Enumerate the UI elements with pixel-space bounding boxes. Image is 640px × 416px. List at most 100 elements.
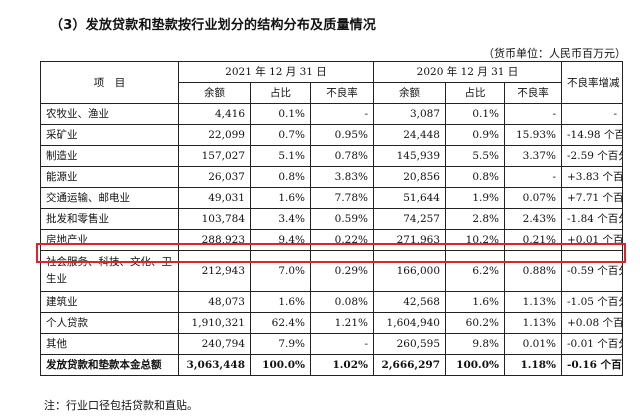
share-2020: 1.9% xyxy=(445,187,505,209)
table-row: 房地产业 288,923 9.4% 0.22% 271,963 10.2% 0.21% +0.… xyxy=(40,229,623,251)
row-label: 个人贷款 xyxy=(40,312,179,334)
row-label: 建筑业 xyxy=(40,291,179,313)
table-row: 农牧业、渔业 4,416 0.1% -3,087 0.1% - - xyxy=(40,103,623,125)
table-row: 批发和零售业 103,784 3.4% 0.59% 74,257 2.8% 2.43% -1.… xyxy=(40,208,623,230)
npl-change: -0.01 个百分点 xyxy=(561,333,623,355)
npl-2020: - xyxy=(504,166,562,188)
npl-change: - xyxy=(561,103,623,125)
npl-2020: - xyxy=(504,103,562,125)
npl-change: -14.98 个百分点 xyxy=(561,124,623,146)
share-2021: 1.6% xyxy=(250,187,311,209)
share-2021: 1.6% xyxy=(250,291,311,313)
npl-2021: 7.78% xyxy=(310,187,374,209)
balance-2021: 103,784 xyxy=(178,208,251,230)
total-row: 发放贷款和垫款本金总额 3,063,448 100.0% 1.02% 2,666,297… xyxy=(40,354,623,376)
share-2021: 7.0% xyxy=(250,250,311,292)
header-npl-2020: 不良率 xyxy=(504,82,562,104)
header-share-2020: 占比 xyxy=(445,82,505,104)
balance-2020: 260,595 xyxy=(373,333,446,355)
npl-2020: 2.43% xyxy=(504,208,562,230)
balance-2020: 145,939 xyxy=(373,145,446,167)
table-body: 农牧业、渔业 4,416 0.1% -3,087 0.1% - - 采矿业 22,099 0.7%… xyxy=(40,103,623,376)
balance-2021: 26,037 xyxy=(178,166,251,188)
balance-2020: 1,604,940 xyxy=(373,312,446,334)
npl-2020: 1.13% xyxy=(504,312,562,334)
share-2021: 9.4% xyxy=(250,229,311,251)
table-row: 社会服务、科技、文化、卫生业 212,943 7.0% 0.29% 166,000 6.2… xyxy=(40,250,623,292)
share-2021: 0.7% xyxy=(250,124,311,146)
currency-unit: （货币单位：人民币百万元） xyxy=(483,47,626,60)
row-label: 交通运输、邮电业 xyxy=(40,187,179,209)
balance-2020: 3,087 xyxy=(373,103,446,125)
npl-change: -2.59 个百分点 xyxy=(561,145,623,167)
share-2020: 0.1% xyxy=(445,103,505,125)
npl-2021: 1.21% xyxy=(310,312,374,334)
npl-2020: 3.37% xyxy=(504,145,562,167)
npl-2021: 0.78% xyxy=(310,145,374,167)
share-2021: 3.4% xyxy=(250,208,311,230)
share-2021: 62.4% xyxy=(250,312,311,334)
share-2020: 9.8% xyxy=(445,333,505,355)
npl-change: -1.05 个百分点 xyxy=(561,291,623,313)
balance-2021: 288,923 xyxy=(178,229,251,251)
header-balance-2020: 余额 xyxy=(373,82,446,104)
balance-2020: 51,644 xyxy=(373,187,446,209)
share-2021: 100.0% xyxy=(250,354,311,376)
balance-2021: 49,031 xyxy=(178,187,251,209)
share-2020: 0.9% xyxy=(445,124,505,146)
share-2020: 60.2% xyxy=(445,312,505,334)
balance-2020: 271,963 xyxy=(373,229,446,251)
share-2021: 0.1% xyxy=(250,103,311,125)
header-npl-2021: 不良率 xyxy=(310,82,374,104)
npl-change: +0.01 个百分点 xyxy=(561,229,623,251)
npl-change: -1.84 个百分点 xyxy=(561,208,623,230)
balance-2021: 4,416 xyxy=(178,103,251,125)
npl-change: -0.16 个百分点 xyxy=(561,354,623,376)
npl-2021: - xyxy=(310,103,374,125)
share-2020: 6.2% xyxy=(445,250,505,292)
npl-change: +7.71 个百分点 xyxy=(561,187,623,209)
npl-2020: 0.01% xyxy=(504,333,562,355)
balance-2021: 1,910,321 xyxy=(178,312,251,334)
header-balance-2021: 余额 xyxy=(178,82,251,104)
share-2020: 0.8% xyxy=(445,166,505,188)
row-label: 社会服务、科技、文化、卫生业 xyxy=(40,250,179,292)
npl-2021: 0.59% xyxy=(310,208,374,230)
balance-2021: 22,099 xyxy=(178,124,251,146)
balance-2021: 240,794 xyxy=(178,333,251,355)
row-label: 能源业 xyxy=(40,166,179,188)
balance-2020: 24,448 xyxy=(373,124,446,146)
npl-2021: 0.95% xyxy=(310,124,374,146)
header-npl-change: 不良率增减 xyxy=(561,61,623,104)
row-label: 农牧业、渔业 xyxy=(40,103,179,125)
row-label: 其他 xyxy=(40,333,179,355)
table-row: 采矿业 22,099 0.7% 0.95% 24,448 0.9% 15.93% -14.98… xyxy=(40,124,623,146)
npl-2020: 0.21% xyxy=(504,229,562,251)
section-title: （3）发放贷款和垫款按行业划分的结构分布及质量情况 xyxy=(50,18,377,33)
balance-2020: 2,666,297 xyxy=(373,354,446,376)
npl-2021: 0.22% xyxy=(310,229,374,251)
balance-2021: 3,063,448 xyxy=(178,354,251,376)
npl-change: +3.83 个百分点 xyxy=(561,166,623,188)
row-label: 批发和零售业 xyxy=(40,208,179,230)
header-2020: 2020 年 12 月 31 日 xyxy=(373,61,562,83)
balance-2021: 157,027 xyxy=(178,145,251,167)
share-2020: 10.2% xyxy=(445,229,505,251)
row-label: 房地产业 xyxy=(40,229,179,251)
npl-2020: 0.88% xyxy=(504,250,562,292)
row-label: 发放贷款和垫款本金总额 xyxy=(40,354,179,376)
share-2021: 0.8% xyxy=(250,166,311,188)
table-row: 建筑业 48,073 1.6% 0.08% 42,568 1.6% 1.13% -1.05 个… xyxy=(40,291,623,313)
npl-2021: 0.08% xyxy=(310,291,374,313)
share-2021: 7.9% xyxy=(250,333,311,355)
share-2020: 1.6% xyxy=(445,291,505,313)
balance-2020: 74,257 xyxy=(373,208,446,230)
header-row-1: 项 目 2021 年 12 月 31 日 2020 年 12 月 31 日 不良… xyxy=(40,61,623,104)
table-row: 制造业 157,027 5.1% 0.78% 145,939 5.5% 3.37% -2.59… xyxy=(40,145,623,167)
header-2021: 2021 年 12 月 31 日 xyxy=(178,61,374,83)
npl-change: -0.59 个百分点 xyxy=(561,250,623,292)
npl-2020: 0.07% xyxy=(504,187,562,209)
table-row: 个人贷款 1,910,321 62.4% 1.21% 1,604,940 60.2% 1.1… xyxy=(40,312,623,334)
npl-change: +0.08 个百分点 xyxy=(561,312,623,334)
share-2021: 5.1% xyxy=(250,145,311,167)
